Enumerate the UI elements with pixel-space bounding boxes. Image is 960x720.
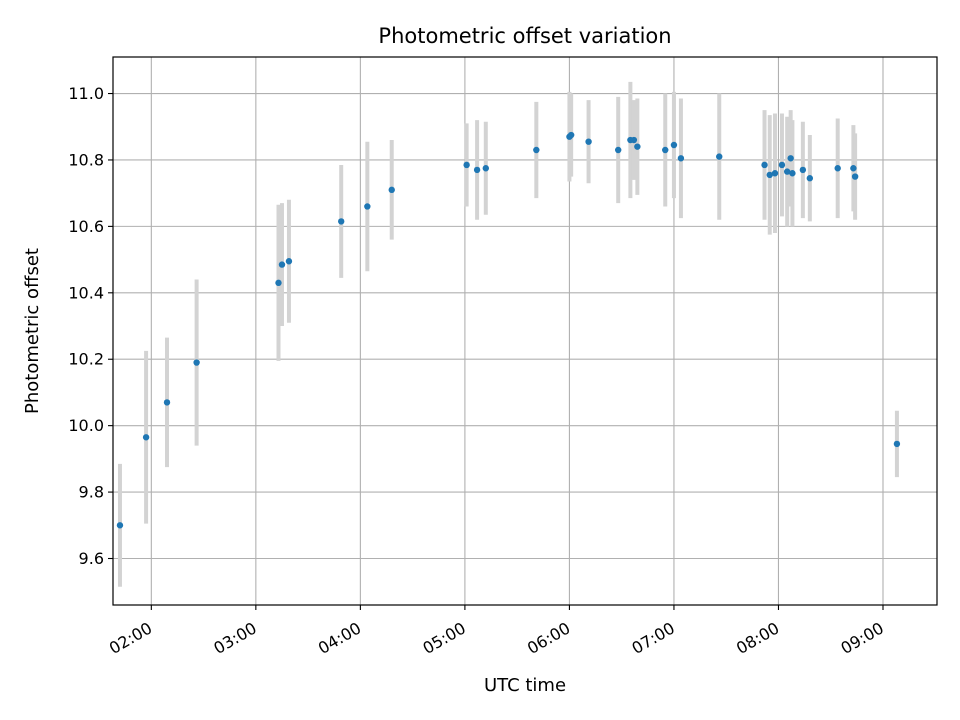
- plot-frame: [112, 56, 938, 606]
- data-point: [761, 161, 768, 169]
- data-point: [285, 258, 293, 265]
- y-tick-label: 10.4: [68, 283, 104, 302]
- data-point: [278, 261, 286, 268]
- chart-title: Photometric offset variation: [378, 24, 671, 48]
- data-point: [473, 166, 481, 174]
- data-point: [789, 170, 796, 177]
- data-point: [806, 175, 814, 182]
- data-point: [850, 165, 857, 172]
- data-point: [567, 131, 575, 139]
- y-tick-label: 10.6: [68, 217, 104, 236]
- data-point: [142, 434, 150, 441]
- y-axis-label: Photometric offset: [22, 248, 43, 414]
- data-point: [716, 153, 723, 160]
- y-tick-label: 11.0: [68, 84, 104, 103]
- data-point: [364, 203, 371, 210]
- data-point: [163, 399, 171, 406]
- data-points: [116, 131, 901, 529]
- data-point: [677, 155, 685, 162]
- data-point: [771, 170, 779, 177]
- data-point: [670, 141, 678, 149]
- data-point: [783, 168, 791, 175]
- y-tick-label: 10.2: [68, 350, 104, 369]
- data-point: [630, 136, 638, 144]
- data-point: [482, 165, 490, 172]
- data-point: [463, 161, 470, 169]
- y-tick-label: 10.0: [68, 416, 104, 435]
- data-point: [388, 186, 395, 194]
- data-point: [533, 146, 540, 154]
- y-tick-label: 9.6: [79, 549, 104, 568]
- data-point: [615, 146, 622, 154]
- data-point: [634, 143, 641, 150]
- x-axis-label: UTC time: [484, 675, 566, 696]
- data-point: [799, 166, 807, 174]
- data-point: [338, 218, 345, 225]
- y-axis-ticks: 9.6 9.8 10.0 10.2 10.4 10.6 10.8 11.0: [68, 84, 113, 568]
- data-point: [193, 359, 200, 366]
- data-point: [787, 155, 794, 162]
- y-tick-label: 9.8: [79, 483, 104, 502]
- data-point: [834, 165, 841, 172]
- data-point: [893, 440, 901, 448]
- data-point: [585, 138, 592, 145]
- data-point: [778, 161, 786, 169]
- data-point: [275, 279, 282, 287]
- data-point: [851, 173, 859, 180]
- data-point: [766, 171, 773, 179]
- data-point: [662, 146, 669, 154]
- y-tick-label: 10.8: [68, 150, 104, 169]
- data-point: [116, 522, 124, 529]
